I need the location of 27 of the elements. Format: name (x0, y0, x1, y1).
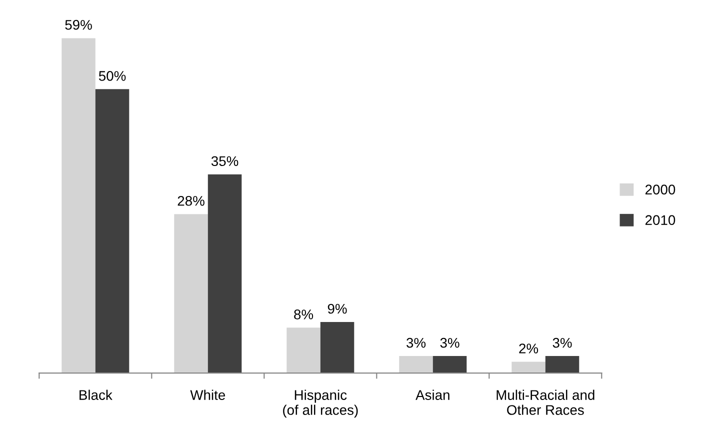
data-label: 28% (178, 196, 204, 206)
legend-label: 2010 (645, 215, 676, 226)
data-label: 9% (328, 304, 347, 314)
legend-label: 2000 (645, 184, 676, 194)
bar (320, 322, 354, 374)
bar (399, 356, 433, 374)
bar (432, 356, 467, 374)
data-label: 8% (294, 310, 314, 320)
data-label: 3% (552, 338, 572, 348)
x-tick-label: Multi-Racial and Other Races (496, 390, 594, 415)
bar (95, 89, 130, 374)
data-label: 59% (65, 20, 92, 30)
bar (286, 328, 320, 374)
bar (208, 174, 242, 374)
bar (62, 38, 96, 374)
bar (545, 356, 580, 374)
data-label: 2% (519, 344, 538, 354)
data-label: 50% (98, 71, 126, 81)
x-tick-label: White (190, 390, 226, 400)
x-tick-label: Asian (416, 390, 450, 400)
x-tick-label: Hispanic (of all races) (283, 390, 358, 418)
data-label: 3% (440, 338, 460, 348)
data-label: 35% (211, 156, 238, 166)
x-tick-label: Black (80, 390, 112, 400)
data-label: 3% (406, 338, 426, 348)
bar (512, 362, 546, 374)
bar (174, 214, 208, 374)
